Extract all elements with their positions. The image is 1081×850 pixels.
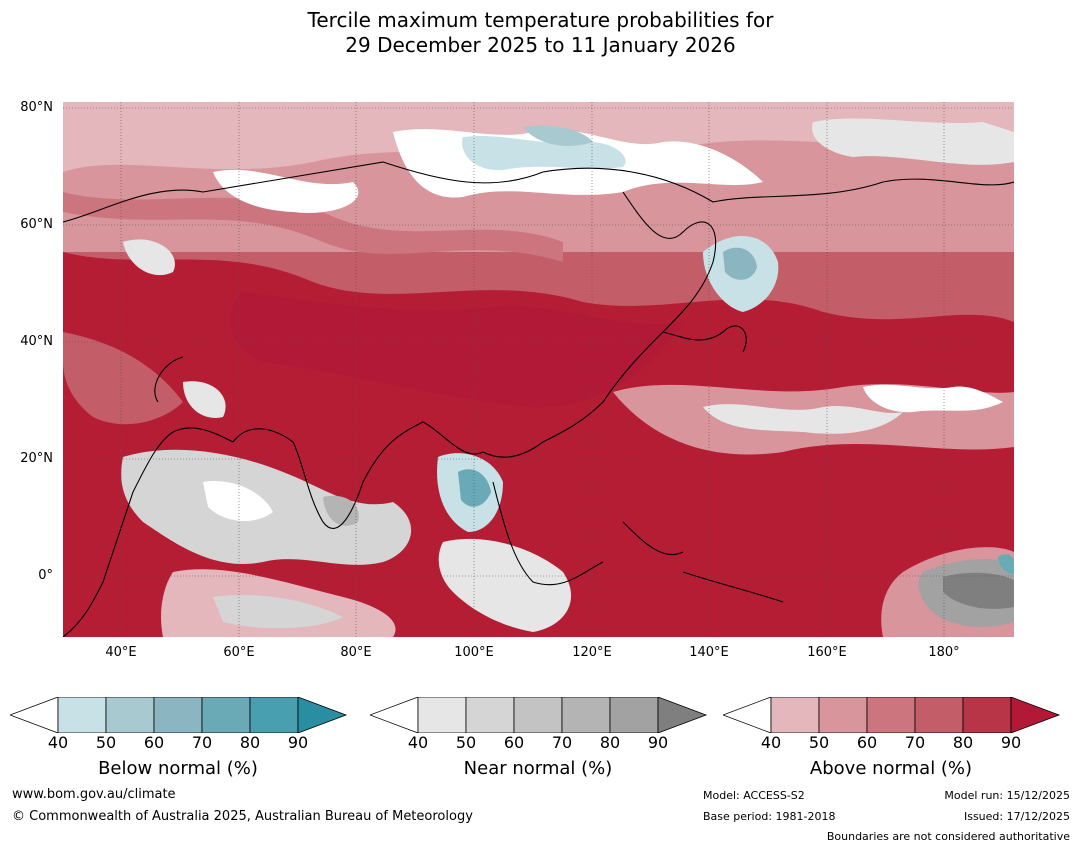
copyright-text: © Commonwealth of Australia 2025, Austra… <box>12 809 473 824</box>
above-tick-90: 90 <box>1000 733 1022 752</box>
colorbar-below-segment-5 <box>249 697 299 733</box>
base-period-text: Base period: 1981-2018 <box>703 810 836 823</box>
colorbar-below-segment-4 <box>201 697 251 733</box>
colorbar-below-segment-0 <box>10 697 59 733</box>
near-tick-60: 60 <box>503 733 525 752</box>
colorbar-below-segment-3 <box>153 697 203 733</box>
lon-label-120e: 120°E <box>572 645 612 660</box>
near-tick-50: 50 <box>455 733 477 752</box>
below-tick-50: 50 <box>95 733 117 752</box>
title-line-2: 29 December 2025 to 11 January 2026 <box>345 33 736 57</box>
above-tick-40: 40 <box>760 733 782 752</box>
near-tick-80: 80 <box>599 733 621 752</box>
map-title: Tercile maximum temperature probabilitie… <box>0 8 1081 58</box>
website-link[interactable]: www.bom.gov.au/climate <box>12 787 176 802</box>
lat-label-0: 0° <box>38 568 53 583</box>
lon-label-80e: 80°E <box>340 645 372 660</box>
colorbar-above-segment-2 <box>818 697 868 733</box>
colorbar-above-segment-5 <box>962 697 1012 733</box>
colorbar-above-segment-4 <box>914 697 964 733</box>
below-normal-label: Below normal (%) <box>98 758 258 779</box>
below-tick-90: 90 <box>287 733 309 752</box>
above-tick-60: 60 <box>856 733 878 752</box>
above-tick-50: 50 <box>808 733 830 752</box>
above-tick-70: 70 <box>904 733 926 752</box>
above-tick-80: 80 <box>952 733 974 752</box>
below-tick-70: 70 <box>191 733 213 752</box>
lat-label-80n: 80°N <box>20 100 53 115</box>
colorbar-near-segment-4 <box>561 697 611 733</box>
lon-label-100e: 100°E <box>454 645 494 660</box>
colorbar-above-normal <box>723 697 1061 733</box>
below-tick-40: 40 <box>47 733 69 752</box>
lon-label-180: 180° <box>928 645 960 660</box>
lat-label-60n: 60°N <box>20 217 53 232</box>
title-line-1: Tercile maximum temperature probabilitie… <box>307 8 774 32</box>
model-run-text: Model run: 15/12/2025 <box>944 789 1070 802</box>
near-tick-70: 70 <box>551 733 573 752</box>
above-normal-label: Above normal (%) <box>809 758 973 779</box>
colorbar-near-segment-6 <box>657 697 708 733</box>
lon-label-140e: 140°E <box>689 645 729 660</box>
lon-label-60e: 60°E <box>223 645 255 660</box>
lat-label-40n: 40°N <box>20 334 53 349</box>
below-tick-60: 60 <box>143 733 165 752</box>
issued-text: Issued: 17/12/2025 <box>963 810 1070 823</box>
colorbar-below-segment-2 <box>105 697 155 733</box>
near-tick-40: 40 <box>407 733 429 752</box>
model-text: Model: ACCESS-S2 <box>703 789 805 802</box>
colorbar-near-normal <box>370 697 708 733</box>
below-tick-80: 80 <box>239 733 261 752</box>
near-normal-label: Near normal (%) <box>463 758 613 779</box>
colorbar-above-segment-1 <box>770 697 820 733</box>
colorbar-above-segment-3 <box>866 697 916 733</box>
colorbar-near-segment-0 <box>370 697 419 733</box>
lon-label-40e: 40°E <box>105 645 137 660</box>
near-tick-90: 90 <box>647 733 669 752</box>
colorbar-near-segment-1 <box>417 697 467 733</box>
colorbar-below-segment-6 <box>297 697 348 733</box>
colorbar-below-normal <box>10 697 348 733</box>
boundaries-disclaimer: Boundaries are not considered authoritat… <box>826 830 1070 843</box>
lon-label-160e: 160°E <box>807 645 847 660</box>
colorbar-near-segment-3 <box>513 697 563 733</box>
colorbar-below-segment-1 <box>57 697 107 733</box>
colorbar-near-segment-2 <box>465 697 515 733</box>
probability-map <box>63 102 1014 637</box>
lat-label-20n: 20°N <box>20 451 53 466</box>
colorbar-near-segment-5 <box>609 697 659 733</box>
colorbar-above-segment-6 <box>1010 697 1061 733</box>
colorbar-above-segment-0 <box>723 697 772 733</box>
